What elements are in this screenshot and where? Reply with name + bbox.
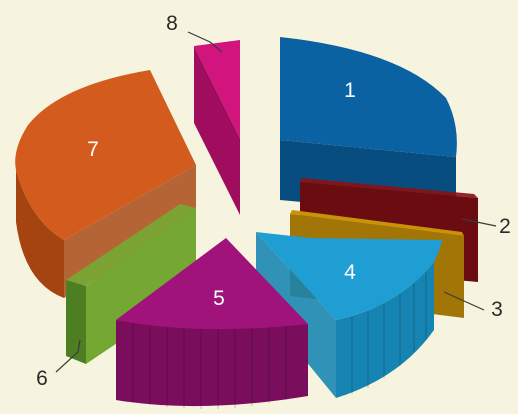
slice-6-top bbox=[66, 204, 196, 286]
slice-6-side bbox=[86, 208, 196, 364]
slice-8 bbox=[194, 40, 240, 215]
slice-label-2: 2 bbox=[499, 215, 511, 238]
slice-7-top bbox=[15, 70, 197, 240]
slice-5-pleats bbox=[132, 323, 287, 409]
leader-line-6 bbox=[55, 339, 81, 373]
slice-label-5: 5 bbox=[213, 287, 225, 310]
slice-7-side bbox=[16, 170, 64, 298]
leader-line-2 bbox=[461, 218, 497, 227]
slice-label-6: 6 bbox=[36, 367, 48, 390]
slice-4-pleats bbox=[351, 272, 427, 394]
slice-6 bbox=[66, 204, 196, 364]
leader-line-8 bbox=[187, 31, 223, 53]
slice-3-top bbox=[290, 210, 464, 236]
slice-4-top bbox=[256, 232, 442, 320]
slice-8-side bbox=[194, 46, 240, 215]
slice-5-side bbox=[116, 320, 308, 407]
slice-label-7: 7 bbox=[87, 138, 99, 161]
slice-4-side bbox=[336, 262, 434, 398]
leader-lines bbox=[55, 31, 497, 373]
slice-5 bbox=[116, 238, 308, 409]
slice-6-front bbox=[66, 280, 86, 364]
slice-label-8: 8 bbox=[166, 12, 178, 35]
slice-label-4: 4 bbox=[344, 261, 356, 284]
slice-2-top bbox=[300, 178, 478, 198]
slice-labels: 1 2 3 4 5 6 7 8 bbox=[36, 12, 511, 390]
slice-1-top bbox=[280, 37, 457, 157]
slice-8-top bbox=[194, 40, 240, 138]
slice-label-3: 3 bbox=[491, 298, 503, 321]
slice-label-1: 1 bbox=[344, 79, 356, 102]
leader-line-3 bbox=[443, 291, 485, 311]
slice-5-top bbox=[116, 238, 308, 330]
